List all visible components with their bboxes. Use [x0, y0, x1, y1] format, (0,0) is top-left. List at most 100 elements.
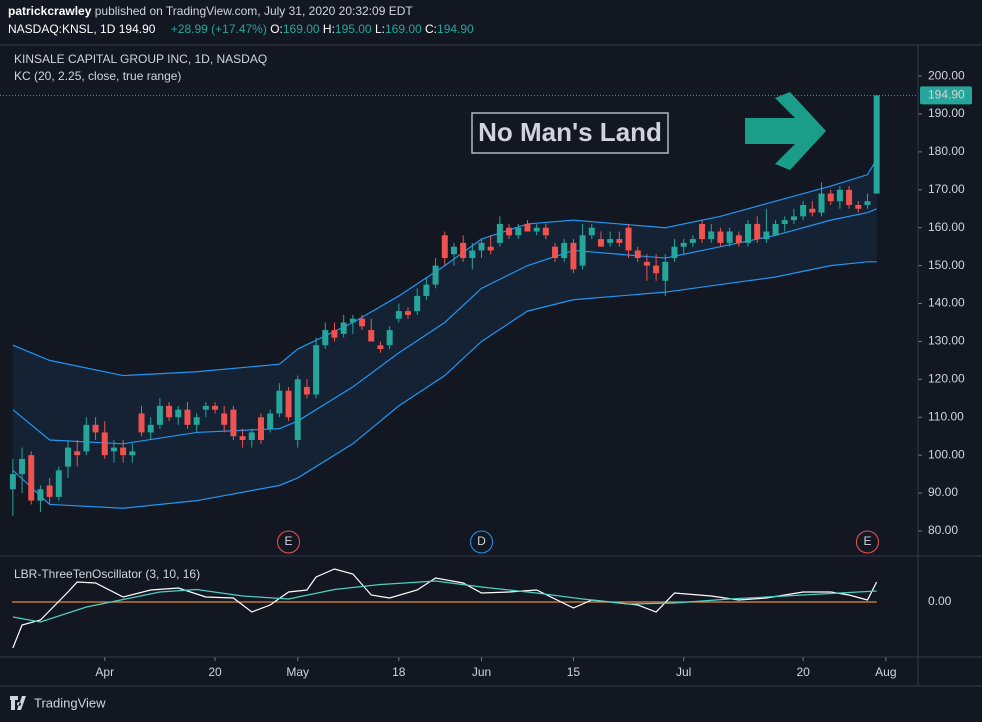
candle-body — [19, 458, 26, 475]
candle-body — [855, 204, 862, 209]
candle-body — [138, 413, 145, 433]
candle-body — [340, 322, 347, 334]
candle-body — [386, 330, 393, 346]
candle-body — [469, 250, 476, 259]
candle-body — [588, 227, 595, 236]
o: 169.00 — [283, 22, 320, 36]
candle-body — [515, 227, 522, 236]
kc-lower — [12, 261, 877, 509]
candle-body — [37, 489, 44, 501]
l-label: L: — [375, 22, 385, 36]
candle-body — [248, 432, 255, 441]
candle-body — [597, 239, 604, 247]
oscillator-line — [12, 580, 877, 623]
last-price-box — [920, 86, 972, 105]
candle-body — [129, 451, 136, 456]
event-label: E — [863, 534, 871, 548]
event-marker — [470, 530, 494, 554]
candle-body — [790, 216, 797, 221]
y-tick-label: 100.00 — [928, 447, 965, 461]
candle-body — [754, 223, 761, 240]
candle-body — [46, 485, 53, 497]
candle-body — [212, 405, 219, 410]
brand-name: TradingView — [34, 695, 106, 710]
x-tick-label: 15 — [567, 665, 581, 679]
y-tick-label: 150.00 — [928, 258, 965, 272]
chart-title: KINSALE CAPITAL GROUP INC, 1D, NASDAQ — [14, 52, 267, 66]
brand: TradingView — [10, 695, 106, 710]
candle-body — [359, 318, 366, 327]
candle-body — [460, 242, 467, 259]
candle-body — [202, 405, 209, 410]
price: 194.90 — [119, 22, 156, 36]
candle-body — [542, 227, 549, 236]
candle-body — [671, 246, 678, 259]
annotation-box — [471, 112, 669, 154]
event-marker — [277, 530, 301, 554]
candle-body — [377, 345, 384, 350]
candle-body — [432, 265, 439, 285]
candle-body — [846, 189, 853, 205]
h-label: H: — [323, 22, 335, 36]
candle-body — [772, 223, 779, 236]
candle-body — [552, 246, 559, 259]
candle-body — [9, 474, 16, 490]
x-tick-label: Aug — [875, 665, 896, 679]
header-line-2: NASDAQ:KNSL, 1D 194.90 +28.99 (+17.47%) … — [8, 22, 474, 36]
candle-body — [184, 409, 191, 425]
candle-body — [634, 250, 641, 259]
candle-body — [450, 246, 457, 255]
candle-body — [193, 417, 200, 425]
candle-body — [147, 424, 154, 433]
y-tick-label: 180.00 — [928, 144, 965, 158]
candle-body — [836, 189, 843, 202]
x-tick-label: Apr — [95, 665, 114, 679]
candle-body — [55, 470, 62, 497]
candle-body — [689, 239, 696, 243]
x-tick-label: Jul — [676, 665, 691, 679]
y-tick-label: 120.00 — [928, 372, 965, 386]
candle-body — [28, 455, 35, 501]
candle-body — [726, 231, 733, 243]
candle-body — [239, 436, 246, 441]
candle-body — [120, 447, 127, 456]
candle-body — [267, 413, 274, 429]
candle-body — [322, 330, 329, 346]
candle-body — [313, 345, 320, 395]
y-tick-label: 170.00 — [928, 182, 965, 196]
published: published on TradingView.com, July 31, 2… — [95, 4, 414, 18]
x-tick-label: May — [286, 665, 309, 679]
candle-body — [643, 261, 650, 266]
candle-body — [625, 227, 632, 251]
event-label: D — [477, 534, 486, 548]
candle-body — [230, 409, 237, 437]
candle-body — [101, 432, 108, 456]
candle-body — [873, 95, 880, 194]
header-line-1: patrickcrawley published on TradingView.… — [8, 4, 413, 18]
candle-body — [294, 379, 301, 441]
event-label: E — [285, 534, 293, 548]
candle-body — [561, 242, 568, 259]
candle-body — [864, 201, 871, 205]
y-tick-label: 140.00 — [928, 296, 965, 310]
y-tick-label: 90.00 — [928, 485, 958, 499]
candle-body — [827, 193, 834, 202]
y-tick-label: 190.00 — [928, 106, 965, 120]
candle-body — [579, 235, 586, 266]
candle-body — [745, 223, 751, 243]
oscillator-label: LBR-ThreeTenOscillator (3, 10, 16) — [14, 567, 200, 581]
candle-body — [83, 424, 90, 452]
h: 195.00 — [335, 22, 372, 36]
indicator-label: KC (20, 2.25, close, true range) — [14, 69, 181, 83]
candle-body — [616, 239, 623, 243]
kc-band — [12, 159, 877, 509]
c: 194.90 — [437, 22, 474, 36]
last-price-label: 194.90 — [928, 88, 965, 102]
o-label: O: — [270, 22, 283, 36]
symbol: NASDAQ:KNSL, 1D — [8, 22, 116, 36]
x-tick-label: 20 — [208, 665, 222, 679]
y-tick-label: 80.00 — [928, 523, 958, 537]
candle-body — [414, 295, 421, 312]
